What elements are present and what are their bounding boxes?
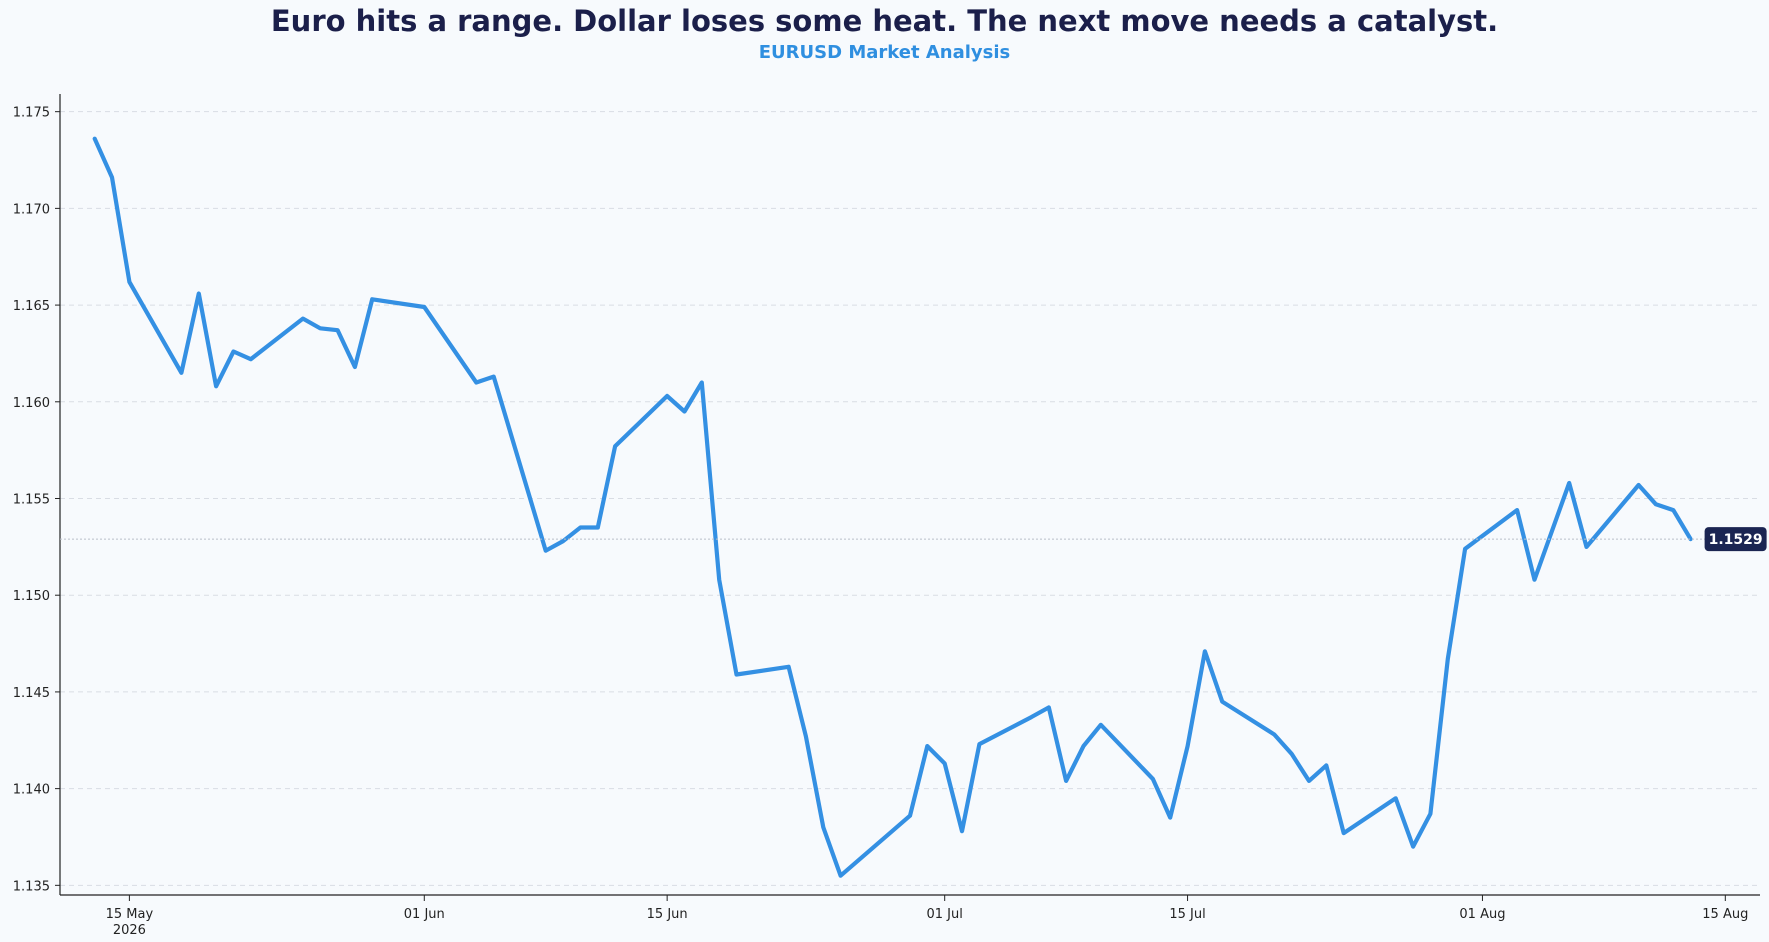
y-tick-label: 1.135 [13, 879, 50, 894]
x-tick-sublabel: 2026 [113, 923, 146, 938]
x-tick-label: 01 Jun [404, 907, 445, 922]
chart-title: Euro hits a range. Dollar loses some hea… [270, 4, 1499, 38]
x-tick-label: 01 Jul [927, 907, 963, 922]
y-tick-label: 1.140 [13, 783, 50, 798]
x-tick-label: 15 Aug [1702, 907, 1748, 922]
y-tick-label: 1.165 [13, 299, 50, 314]
y-tick-label: 1.175 [13, 106, 50, 121]
y-tick-label: 1.145 [13, 686, 50, 701]
last-value-label: 1.1529 [1709, 532, 1763, 548]
x-tick-label: 15 Jun [647, 907, 688, 922]
y-tick-label: 1.155 [13, 493, 50, 508]
y-tick-label: 1.170 [13, 202, 50, 217]
y-tick-label: 1.150 [13, 589, 50, 604]
chart-subtitle: EURUSD Market Analysis [758, 42, 1011, 63]
price-line [92, 136, 1693, 878]
x-tick-label: 15 Jul [1169, 907, 1205, 922]
x-tick-label: 01 Aug [1459, 907, 1505, 922]
x-tick-label: 15 May [106, 907, 154, 922]
y-tick-label: 1.160 [13, 396, 50, 411]
last-value-badge [1704, 527, 1767, 552]
